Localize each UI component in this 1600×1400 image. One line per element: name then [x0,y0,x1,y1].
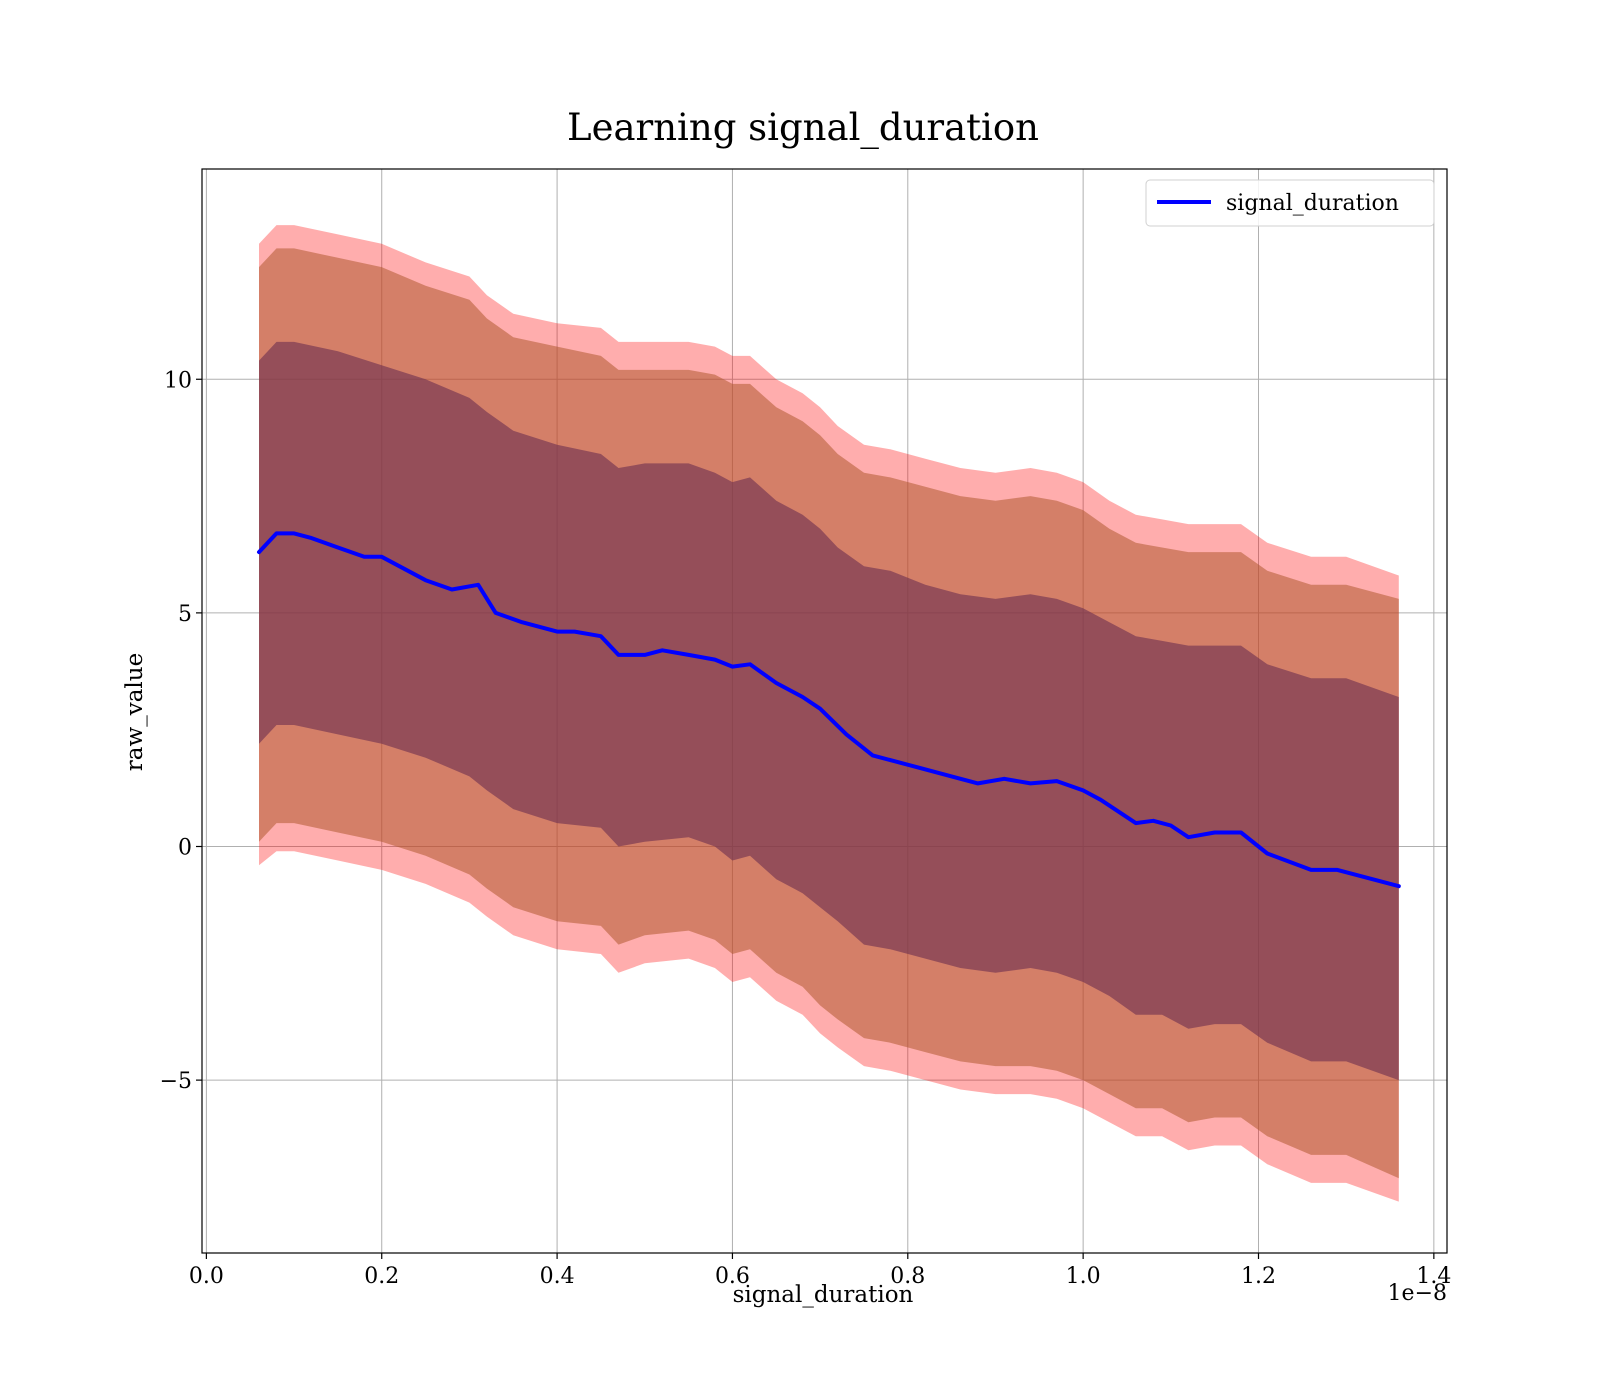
series-line-0 [257,531,1401,889]
band-inner [259,341,1399,1081]
axes-frame [201,168,1448,1254]
x-tick-label-4: 0.8 [890,1264,925,1289]
legend: signal_duration [1145,179,1435,227]
y-tick-label-1: 0 [178,836,192,861]
bands [259,225,1399,1202]
x-tick-label-1: 0.2 [364,1264,399,1289]
y-tick-label-0: −5 [160,1069,192,1094]
y-axis-ticks: −5 0 5 10 [160,368,202,1094]
y-axis-label: raw_value [122,653,148,771]
x-axis-label: signal_duration [733,1282,914,1308]
x-tick-label-2: 0.4 [540,1264,575,1289]
x-tick-label-6: 1.2 [1241,1264,1276,1289]
lines [257,531,1401,889]
legend-label-signal-duration: signal_duration [1226,191,1399,216]
x-axis-ticks: 0.0 0.2 0.4 0.6 0.8 1.0 1.2 1.4 [189,1253,1451,1289]
x-axis-offset-label: 1e−8 [1388,1281,1447,1306]
legend-frame [1145,179,1435,227]
x-tick-label-0: 0.0 [189,1264,224,1289]
x-tick-label-3: 0.6 [715,1264,750,1289]
plot-area [202,169,1447,1253]
x-tick-label-7: 1.4 [1416,1264,1451,1289]
y-tick-label-3: 10 [164,368,192,393]
y-tick-label-2: 5 [178,602,192,627]
chart-title: Learning signal_duration [567,106,1039,150]
x-tick-label-5: 1.0 [1066,1264,1101,1289]
